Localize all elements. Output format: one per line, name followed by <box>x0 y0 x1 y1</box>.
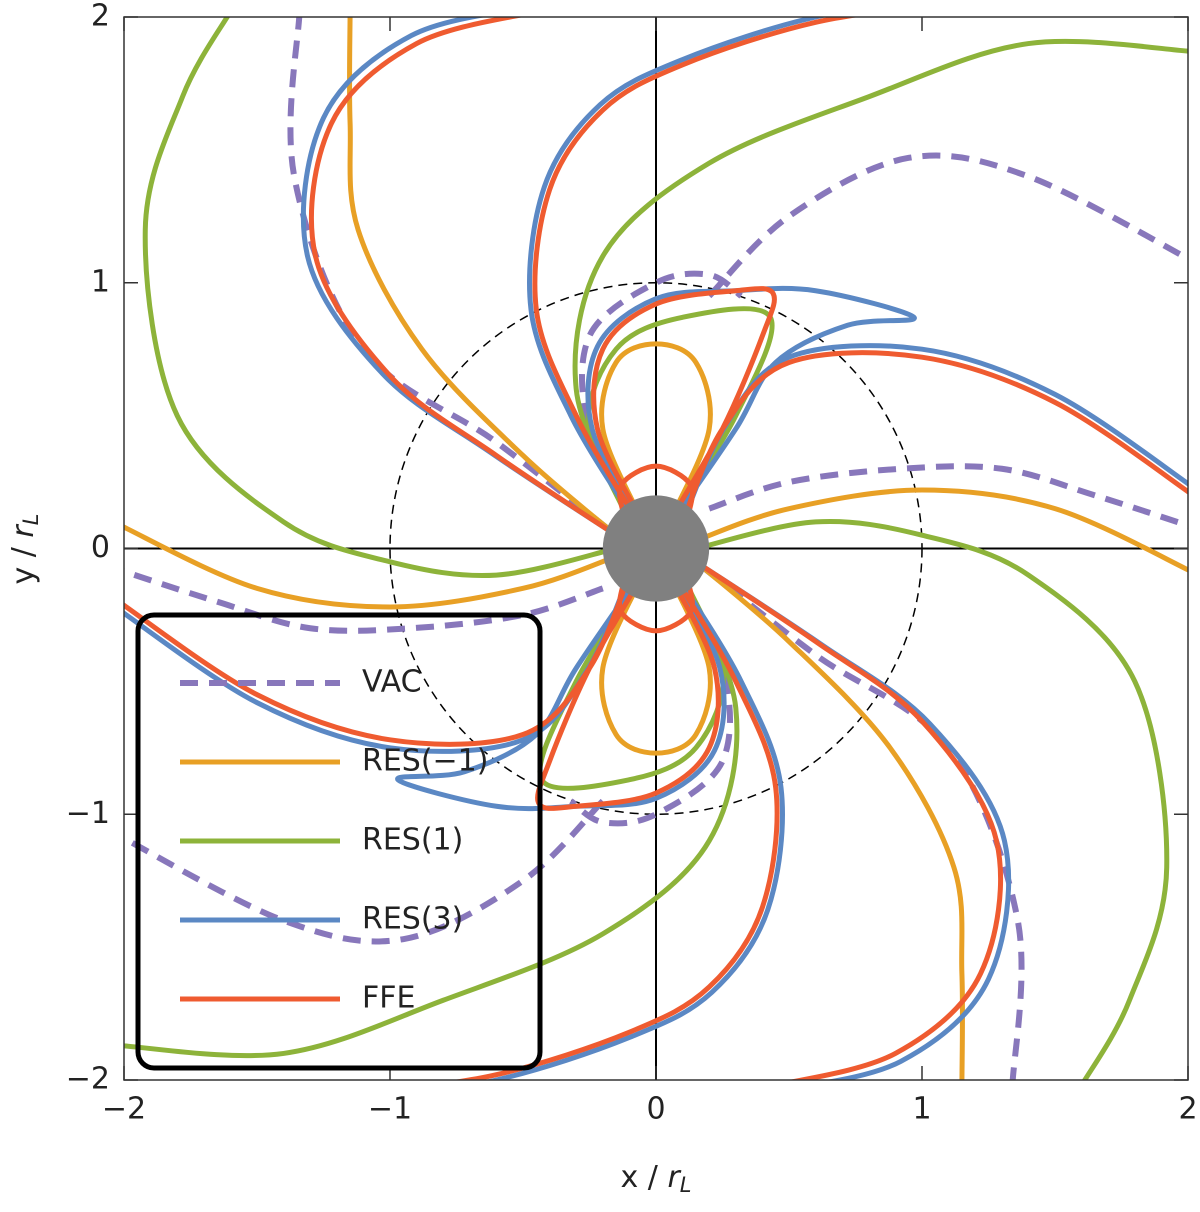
field-line <box>124 17 1188 1080</box>
y-tick-label: 1 <box>91 264 110 299</box>
x-axis-title: x / rL <box>621 1160 692 1198</box>
x-title-sub: L <box>680 1173 692 1197</box>
field-line <box>124 17 1188 1080</box>
x-tick-label: 1 <box>912 1092 931 1127</box>
y-tick-label: 0 <box>91 530 110 565</box>
legend-label: FFE <box>362 981 415 1016</box>
light-cylinder <box>389 282 923 815</box>
legend-label: RES(1) <box>362 823 463 858</box>
plot-area <box>124 17 1188 1080</box>
y-tick-label: 2 <box>91 0 110 34</box>
x-tick-label: −2 <box>102 1092 146 1127</box>
legend-box <box>135 612 543 1071</box>
field-line <box>124 17 1188 1080</box>
x-title-text: x / <box>621 1160 668 1195</box>
x-title-var: r <box>667 1160 681 1195</box>
star <box>602 495 710 602</box>
legend-label: VAC <box>362 665 422 700</box>
x-tick-label: 0 <box>646 1092 665 1127</box>
field-line <box>124 17 1188 1080</box>
x-tick-label: −1 <box>368 1092 412 1127</box>
x-tick-label: 2 <box>1178 1092 1197 1127</box>
y-axis-title: y / rL <box>6 514 44 585</box>
y-tick-label: −1 <box>66 796 110 831</box>
y-title-var: r <box>6 524 41 538</box>
y-title-text: y / <box>6 538 41 585</box>
y-tick-label: −2 <box>66 1062 110 1097</box>
legend-label: RES(3) <box>362 902 463 937</box>
y-title-sub: L <box>19 514 43 526</box>
legend-label: RES(−1) <box>362 744 488 779</box>
